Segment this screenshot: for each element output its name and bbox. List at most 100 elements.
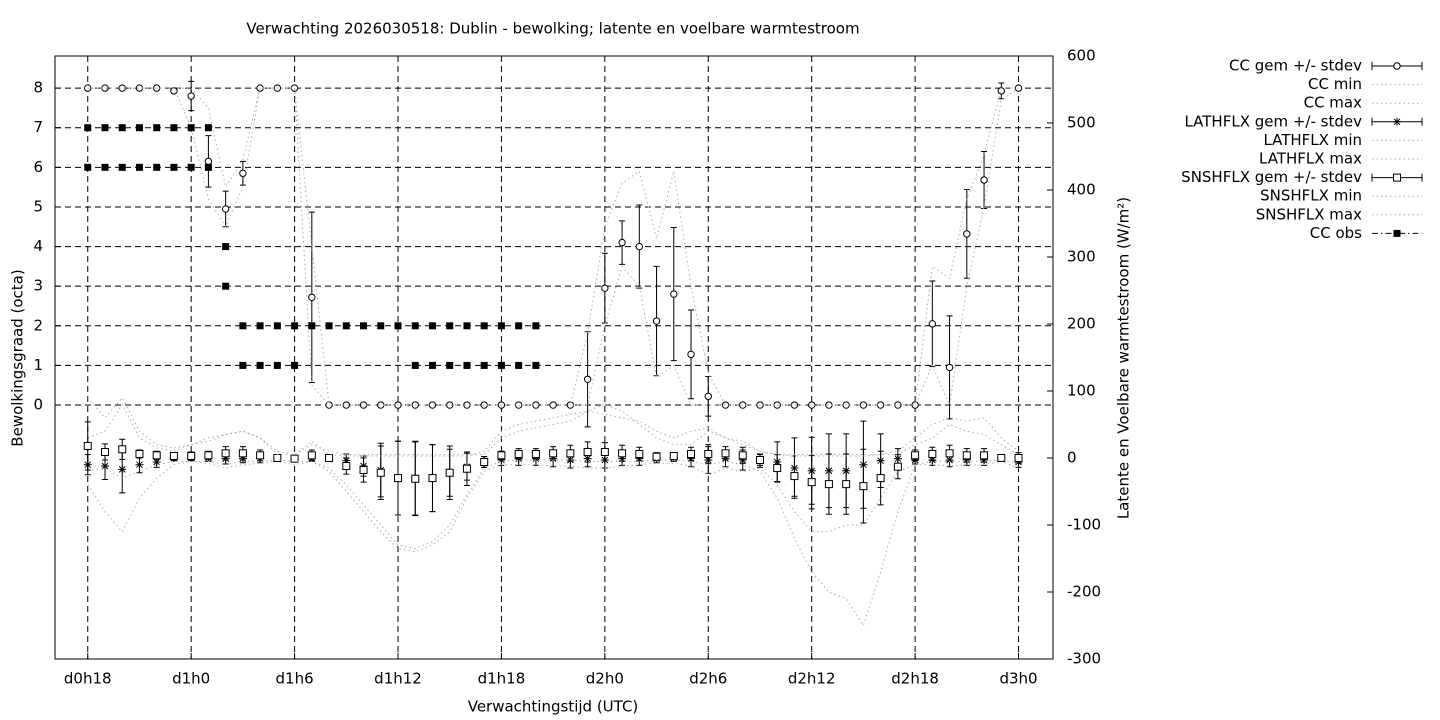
marker-filled-square (153, 163, 161, 171)
marker-square (566, 449, 575, 458)
marker-filled-square (463, 361, 471, 369)
marker-filled-square (101, 163, 109, 171)
marker-square (618, 449, 627, 458)
marker-filled-square (497, 322, 505, 330)
marker-circle (221, 205, 230, 213)
marker-circle (773, 401, 781, 409)
marker-circle (377, 401, 385, 409)
y2-tick-label: 500 (1067, 114, 1096, 132)
marker-circle (635, 242, 644, 251)
marker-filled-square (463, 322, 471, 330)
x-tick-label: d1h0 (172, 670, 210, 688)
x-axis-label: Verwachtingstijd (UTC) (468, 698, 639, 716)
marker-square (394, 474, 403, 483)
marker-filled-square (291, 322, 299, 330)
marker-square (687, 449, 696, 458)
marker-filled-square (480, 322, 488, 330)
marker-square (221, 449, 230, 458)
marker-filled-square (394, 322, 402, 330)
marker-filled-square (291, 361, 299, 369)
marker-square (842, 480, 851, 489)
y-tick-label: 7 (33, 118, 43, 136)
marker-square (755, 456, 764, 465)
marker-square (100, 447, 109, 456)
marker-square (83, 441, 92, 450)
y2-axis-label: Latente en Voelbare warmtestroom (W/m²) (1115, 197, 1133, 519)
marker-square (962, 451, 971, 460)
marker-square (704, 449, 713, 458)
marker-circle (532, 401, 540, 409)
marker-square (290, 454, 299, 463)
marker-circle (652, 317, 661, 325)
marker-square (169, 451, 178, 460)
marker-filled-square (187, 124, 195, 132)
series-line (87, 87, 1019, 406)
marker-star (497, 456, 506, 465)
marker-filled-square (187, 163, 195, 171)
marker-square (411, 474, 420, 483)
marker-square (773, 464, 782, 473)
marker-square (997, 454, 1006, 462)
marker-square (635, 449, 644, 458)
marker-square (359, 466, 368, 475)
marker-circle (721, 401, 730, 409)
marker-circle (239, 169, 247, 177)
series-line (87, 403, 1019, 456)
x-tick-label: d2h0 (586, 670, 624, 688)
y-tick-label: 5 (33, 197, 43, 215)
marker-filled-square (411, 322, 419, 330)
y-tick-label: 4 (33, 237, 43, 255)
y2-tick-label: 0 (1067, 449, 1077, 467)
marker-square (824, 480, 833, 489)
marker-square (428, 474, 437, 483)
chart-title: Verwachting 2026030518: Dublin - bewolki… (246, 20, 859, 38)
marker-square (204, 451, 213, 460)
legend-label: LATHFLX gem +/- stdev (1184, 112, 1362, 130)
marker-filled-square (170, 163, 178, 171)
marker-square (531, 449, 540, 458)
marker-square (928, 449, 937, 458)
marker-square (1014, 454, 1023, 462)
legend-label: CC gem +/- stdev (1229, 57, 1362, 75)
marker-circle (980, 176, 988, 184)
marker-square (480, 458, 489, 467)
marker-filled-square (428, 361, 436, 369)
y2-tick-label: 300 (1067, 248, 1096, 266)
marker-filled-square (515, 361, 523, 369)
plot-frame (54, 55, 1054, 660)
y-tick-label: 0 (33, 396, 43, 414)
marker-filled-square (118, 163, 126, 171)
x-tick-label: d2h6 (689, 670, 727, 688)
legend-label: CC obs (1310, 224, 1362, 242)
marker-square (445, 468, 454, 477)
x-tick-label: d1h18 (478, 670, 526, 688)
marker-circle (204, 157, 213, 166)
marker-square (807, 478, 816, 487)
marker-square (876, 474, 885, 483)
marker-filled-square (342, 322, 350, 330)
marker-square (549, 449, 558, 458)
marker-filled-square (204, 163, 212, 171)
marker-filled-square (256, 361, 264, 369)
marker-circle (118, 84, 126, 92)
marker-square (118, 445, 127, 454)
marker-filled-square (135, 124, 143, 132)
series-line (87, 396, 1019, 457)
marker-filled-square (532, 322, 540, 330)
marker-circle (945, 363, 954, 372)
marker-square (342, 462, 351, 471)
marker-filled-square (204, 124, 212, 132)
marker-square (135, 449, 144, 458)
marker-filled-square (84, 163, 92, 171)
marker-filled-square (84, 124, 92, 132)
legend-label: SNSHFLX min (1260, 187, 1362, 205)
y2-tick-label: 100 (1067, 382, 1096, 400)
marker-circle (428, 401, 437, 409)
legend-label: SNSHFLX gem +/- stdev (1181, 168, 1362, 186)
marker-square (945, 449, 954, 458)
marker-filled-square (308, 322, 316, 330)
marker-circle (825, 401, 833, 409)
marker-square (893, 462, 902, 471)
marker-star (1393, 117, 1401, 126)
marker-square (307, 451, 316, 460)
